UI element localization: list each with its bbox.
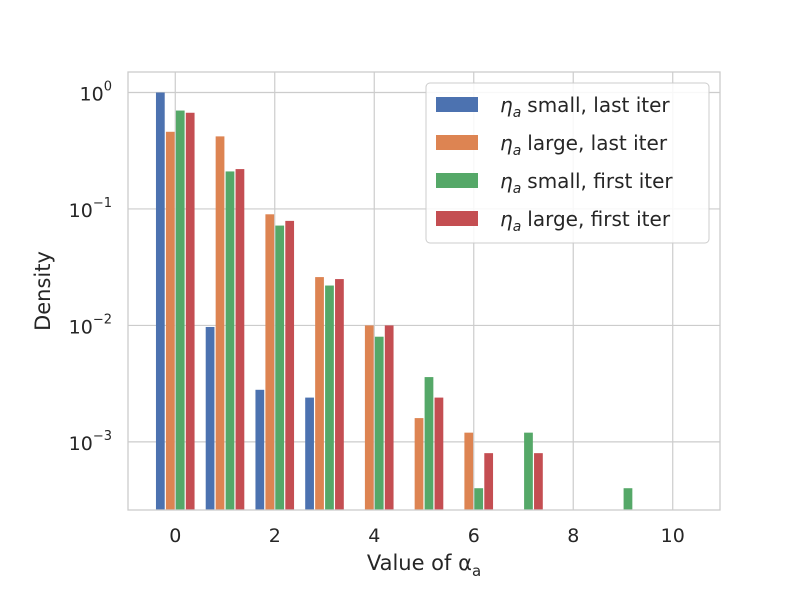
bar <box>175 110 185 511</box>
y-tick-label: 100 <box>80 80 112 106</box>
bar <box>434 397 444 510</box>
bar <box>474 488 484 510</box>
bar <box>623 488 633 510</box>
bar <box>384 325 394 510</box>
bar <box>235 169 245 510</box>
bar <box>325 285 334 510</box>
legend-label: ηa small, last iter <box>500 93 670 121</box>
bar <box>374 336 384 510</box>
legend-swatch <box>436 173 478 188</box>
x-tick-label: 10 <box>661 525 685 547</box>
x-tick-label: 8 <box>567 525 579 547</box>
x-axis-label-subscript: a <box>472 562 481 580</box>
legend-box <box>425 82 710 244</box>
bars <box>155 92 633 511</box>
bar <box>155 92 165 511</box>
bar <box>185 112 195 510</box>
legend-swatch <box>436 211 478 226</box>
x-axis-label: Value of αa <box>367 551 481 580</box>
bar <box>534 453 543 510</box>
bar <box>524 432 533 510</box>
bar <box>285 220 295 510</box>
legend-label: ηa large, last iter <box>500 131 668 159</box>
bar <box>315 277 324 510</box>
bar <box>464 432 474 510</box>
bar <box>265 214 275 510</box>
legend-swatch <box>436 135 478 150</box>
bar <box>414 418 424 510</box>
legend-label: ηa small, first iter <box>500 169 673 197</box>
x-tick-label: 2 <box>269 525 281 547</box>
bar <box>484 453 494 510</box>
bar <box>424 377 434 510</box>
bar <box>335 279 344 510</box>
legend-items: ηa small, last iter ηa large, last iter ηa sm… <box>436 93 673 235</box>
bar <box>205 326 215 510</box>
bar <box>364 325 374 510</box>
y-tick-label: 10−1 <box>69 196 112 222</box>
y-tick-label: 10−2 <box>69 312 112 338</box>
bar <box>275 225 285 511</box>
legend: ηa small, last iter ηa large, last iter ηa sm… <box>425 82 710 244</box>
x-tick-label: 6 <box>468 525 480 547</box>
bar <box>225 171 235 510</box>
legend-swatch <box>436 97 478 112</box>
y-axis-label: Density <box>31 251 55 331</box>
bar <box>305 397 314 510</box>
x-tick-label: 4 <box>368 525 380 547</box>
plot-frame <box>127 71 721 511</box>
bar <box>165 131 175 511</box>
x-tick-label: 0 <box>169 525 181 547</box>
legend-label: ηa large, first iter <box>500 207 671 235</box>
y-tick-label: 10−3 <box>69 429 112 455</box>
bar <box>255 389 265 510</box>
x-axis-ticks: 0 2 4 6 8 10 <box>169 525 685 547</box>
bar <box>215 136 225 510</box>
y-axis-ticks: 10−3 10−2 10−1 100 <box>69 80 112 455</box>
